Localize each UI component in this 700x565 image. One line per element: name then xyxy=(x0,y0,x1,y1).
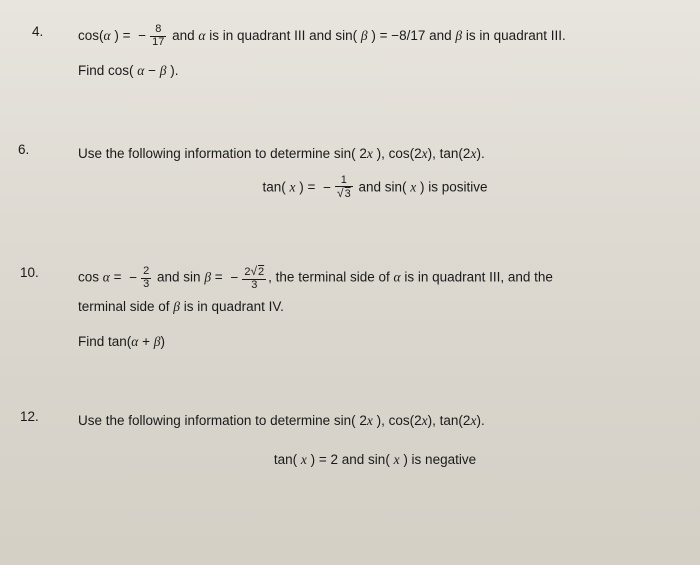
equation-line: tan( x ) = 2 and sin( x ) is negative xyxy=(78,448,672,473)
fraction: 1√3 xyxy=(335,175,353,201)
text: ). xyxy=(167,63,179,78)
text: ) = 2 and sin( xyxy=(307,452,394,467)
problem-line-3: Find tan(α + β) xyxy=(78,330,165,355)
problem-body: Use the following information to determi… xyxy=(78,142,672,201)
problem-body: Use the following information to determi… xyxy=(78,409,672,473)
text: cos xyxy=(78,270,103,285)
text: = xyxy=(110,270,125,285)
problem-number: 6. xyxy=(18,142,29,157)
denominator: √3 xyxy=(335,186,353,201)
problem-4: 4. cos(α ) = −817 and α is in quadrant I… xyxy=(40,24,672,88)
text: and xyxy=(168,28,198,43)
text: ) is negative xyxy=(400,452,477,467)
problem-line-1: cos α = −23 and sin β = −2√23, the termi… xyxy=(78,265,672,291)
radicand: 2 xyxy=(257,266,264,278)
problem-body: cos(α ) = −817 and α is in quadrant III … xyxy=(78,24,672,88)
text: − xyxy=(144,63,159,78)
problem-line-2: terminal side of β is in quadrant IV. xyxy=(78,295,672,320)
text: = xyxy=(211,270,226,285)
text: and sin( xyxy=(355,180,411,195)
text: tan( xyxy=(274,452,301,467)
text: cos( xyxy=(78,28,104,43)
text: Find cos( xyxy=(78,63,137,78)
text: terminal side of xyxy=(78,299,173,314)
numerator: 1 xyxy=(335,175,353,187)
problem-line-2: Find cos( α − β ). xyxy=(78,59,179,84)
text: is in quadrant III. xyxy=(462,28,566,43)
problem-line-1: cos(α ) = −817 and α is in quadrant III … xyxy=(78,24,672,49)
text: ) = xyxy=(111,28,135,43)
text: , the terminal side of xyxy=(268,270,393,285)
beta: β xyxy=(361,28,368,43)
text: is in quadrant III, and the xyxy=(401,270,553,285)
denominator: 3 xyxy=(242,279,266,292)
equation-line: tan( x ) = −1√3 and sin( x ) is positive xyxy=(78,175,672,201)
problem-6: 6. Use the following information to dete… xyxy=(40,142,672,201)
text: Use the following information to determi… xyxy=(78,146,367,161)
denominator: 3 xyxy=(141,278,151,291)
problem-number: 10. xyxy=(20,265,39,280)
text: is in quadrant IV. xyxy=(180,299,284,314)
alpha: α xyxy=(103,270,110,285)
beta: β xyxy=(154,334,161,349)
problem-line-1: Use the following information to determi… xyxy=(78,142,672,167)
problem-10: 10. cos α = −23 and sin β = −2√23, the t… xyxy=(40,265,672,359)
beta: β xyxy=(160,63,167,78)
alpha: α xyxy=(393,270,400,285)
text: ), tan(2 xyxy=(428,413,471,428)
text: tan( xyxy=(262,180,289,195)
text: + xyxy=(138,334,153,349)
text: ) is positive xyxy=(416,180,487,195)
fraction: 23 xyxy=(141,266,151,290)
minus: − xyxy=(230,270,238,285)
text: and sin xyxy=(153,270,204,285)
minus: − xyxy=(138,28,146,43)
problem-12: 12. Use the following information to det… xyxy=(40,409,672,473)
problem-number: 12. xyxy=(20,409,39,424)
text: ), tan(2 xyxy=(428,146,471,161)
numerator: 2√2 xyxy=(242,265,266,279)
text: Find tan( xyxy=(78,334,131,349)
problem-body: cos α = −23 and sin β = −2√23, the termi… xyxy=(78,265,672,359)
problem-number: 4. xyxy=(32,24,43,39)
text: ). xyxy=(476,146,484,161)
fraction: 2√23 xyxy=(242,265,266,291)
problem-line-1: Use the following information to determi… xyxy=(78,409,672,434)
radicand: 3 xyxy=(344,188,351,200)
text: is in quadrant III and sin( xyxy=(206,28,361,43)
text: ). xyxy=(476,413,484,428)
alpha: α xyxy=(104,28,111,43)
fraction: 817 xyxy=(150,24,166,48)
text: ), cos(2 xyxy=(373,146,422,161)
text: ), cos(2 xyxy=(373,413,422,428)
minus: − xyxy=(323,180,331,195)
text: ) = −8/17 and xyxy=(368,28,456,43)
numerator: 2 xyxy=(141,266,151,278)
numerator: 8 xyxy=(150,24,166,36)
text: ) = xyxy=(295,180,319,195)
worksheet-page: 4. cos(α ) = −817 and α is in quadrant I… xyxy=(0,0,700,565)
text: ) xyxy=(161,334,166,349)
alpha: α xyxy=(198,28,205,43)
minus: − xyxy=(129,270,137,285)
text: Use the following information to determi… xyxy=(78,413,367,428)
denominator: 17 xyxy=(150,36,166,49)
